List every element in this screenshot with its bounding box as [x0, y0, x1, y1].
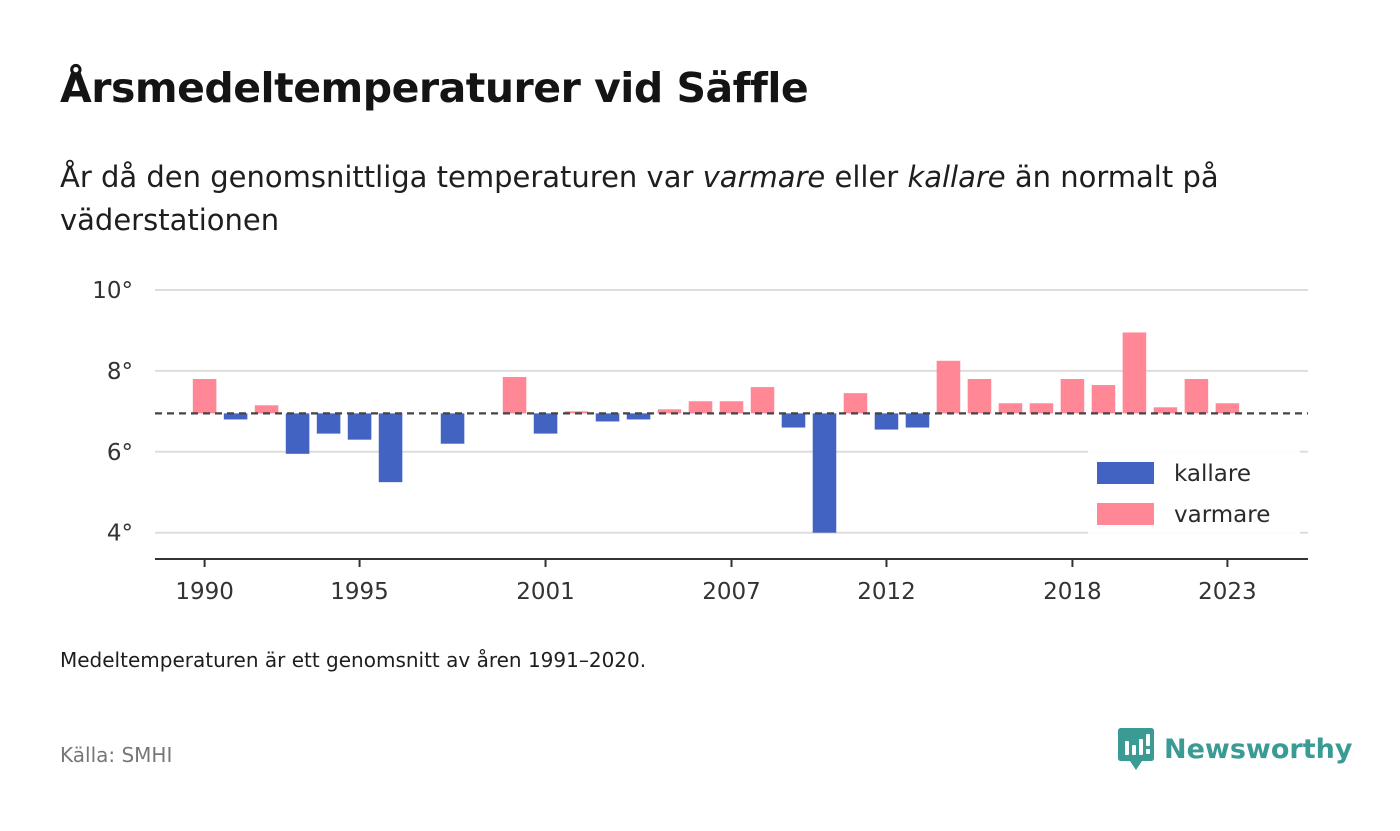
bar-warmer — [936, 360, 961, 414]
x-tick-label: 2001 — [516, 579, 575, 605]
x-tick-label: 1990 — [175, 579, 234, 605]
bar-colder — [626, 413, 651, 420]
bar-warmer — [719, 401, 744, 414]
chart-title: Årsmedeltemperaturer vid Säffle — [60, 64, 809, 112]
bar-colder — [595, 413, 620, 422]
legend-swatch — [1097, 503, 1154, 525]
bar-warmer — [254, 405, 279, 414]
bar-warmer — [1122, 332, 1147, 414]
y-tick-label: 4° — [107, 521, 133, 547]
bar-warmer — [1091, 385, 1116, 414]
bar-colder — [812, 413, 837, 533]
y-tick-label: 10° — [92, 278, 133, 304]
chart-subtitle: År då den genomsnittliga temperaturen va… — [60, 156, 1330, 242]
x-tick-label: 2018 — [1043, 579, 1102, 605]
subtitle-part-3: än normalt på väderstationen — [60, 160, 1219, 237]
y-tick-label: 8° — [107, 359, 133, 385]
bar-colder — [285, 413, 310, 454]
x-tick-label: 2012 — [857, 579, 916, 605]
bar-warmer — [1184, 378, 1209, 414]
bar-warmer — [998, 403, 1023, 414]
bar-warmer — [750, 387, 775, 414]
bar-colder — [378, 413, 403, 483]
bar-colder — [533, 413, 558, 434]
bar-colder — [440, 413, 465, 444]
bar-warmer — [1153, 407, 1178, 414]
subtitle-part-1: År då den genomsnittliga temperaturen va… — [60, 160, 703, 194]
chart-legend: kallare varmare — [1088, 450, 1300, 538]
newsworthy-brand: Newsworthy — [1118, 728, 1352, 772]
chart-note: Medeltemperaturen är ett genomsnitt av å… — [60, 648, 647, 672]
bar-colder — [223, 413, 248, 420]
source-credit: Källa: SMHI — [60, 743, 173, 767]
bar-colder — [874, 413, 899, 430]
bar-warmer — [657, 409, 682, 414]
bar-warmer — [1029, 403, 1054, 414]
x-tick-label: 2023 — [1198, 579, 1257, 605]
bar-warmer — [502, 376, 527, 414]
bar-warmer — [1060, 378, 1085, 414]
x-tick-label: 1995 — [330, 579, 389, 605]
newsworthy-logo-icon — [1118, 728, 1154, 770]
x-axis-ticks: 1990 1995 2001 2007 2012 2018 2023 — [175, 559, 1257, 605]
y-tick-label: 6° — [107, 440, 133, 466]
y-axis-ticks: 10° 8° 6° 4° — [92, 278, 133, 547]
bar-warmer — [192, 378, 217, 414]
subtitle-warm-word: varmare — [702, 160, 826, 194]
bar-warmer — [843, 393, 868, 414]
bar-warmer — [688, 401, 713, 414]
legend-label: varmare — [1174, 502, 1270, 528]
legend-label: kallare — [1174, 461, 1251, 487]
bar-warmer — [1215, 403, 1240, 414]
bar-colder — [316, 413, 341, 434]
brand-name: Newsworthy — [1164, 734, 1353, 765]
temperature-bar-chart: 10° 8° 6° 4° 1990 1995 2001 2007 2012 2018 2023 k… — [92, 278, 1308, 605]
bar-colder — [347, 413, 372, 440]
bars — [192, 332, 1240, 533]
x-tick-label: 2007 — [702, 579, 761, 605]
bar-warmer — [967, 378, 992, 414]
legend-swatch — [1097, 462, 1154, 484]
subtitle-part-2: eller — [825, 160, 908, 194]
bar-colder — [905, 413, 930, 428]
subtitle-cold-word: kallare — [907, 160, 1006, 194]
bar-colder — [781, 413, 806, 428]
